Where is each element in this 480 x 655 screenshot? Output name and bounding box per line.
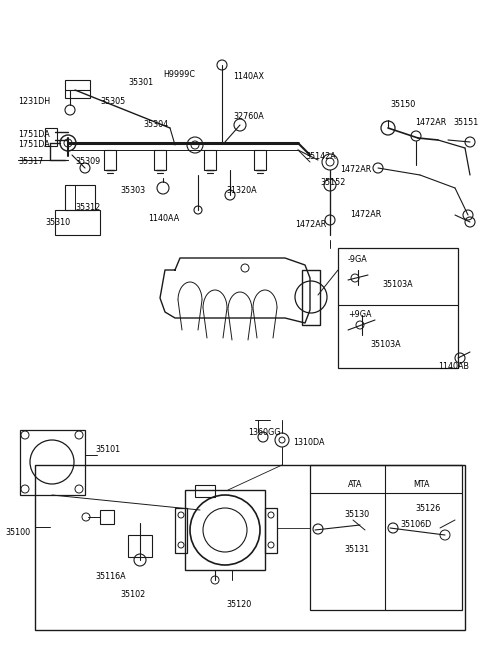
Text: 1472AR: 1472AR	[295, 220, 326, 229]
Text: 35100: 35100	[5, 528, 30, 537]
Text: 35103A: 35103A	[370, 340, 401, 349]
Bar	[338, 248, 458, 368]
Text: 1231DH: 1231DH	[18, 97, 50, 106]
Text: 1140AX: 1140AX	[233, 72, 264, 81]
Text: ATA: ATA	[348, 480, 362, 489]
Polygon shape	[160, 258, 310, 323]
Text: 35120: 35120	[226, 600, 251, 609]
Bar	[45, 128, 57, 146]
Bar	[65, 185, 95, 210]
Text: 35106D: 35106D	[400, 520, 431, 529]
Bar	[310, 465, 462, 610]
Text: 1140AA: 1140AA	[148, 214, 179, 223]
Text: 35101: 35101	[95, 445, 120, 454]
Bar	[154, 150, 166, 170]
Text: 1472AR: 1472AR	[350, 210, 381, 219]
Text: 1751DA: 1751DA	[18, 130, 50, 139]
Text: 35310: 35310	[45, 218, 70, 227]
Text: MTA: MTA	[413, 480, 430, 489]
Bar	[254, 150, 266, 170]
Text: 35304: 35304	[143, 120, 168, 129]
Text: H9999C: H9999C	[163, 70, 195, 79]
Text: -9GA: -9GA	[348, 255, 368, 264]
Bar	[20, 430, 85, 495]
Bar	[195, 485, 215, 497]
Bar	[185, 490, 265, 570]
Bar	[100, 510, 114, 524]
Bar	[55, 210, 100, 235]
Text: 1751DA: 1751DA	[18, 140, 50, 149]
Text: 35126: 35126	[415, 504, 440, 513]
Text: 35103A: 35103A	[382, 280, 413, 289]
Bar	[302, 270, 320, 325]
Text: +9GA: +9GA	[348, 310, 372, 319]
Text: 35305: 35305	[100, 97, 125, 106]
Text: 1360GG: 1360GG	[248, 428, 280, 437]
Text: 35152: 35152	[320, 178, 346, 187]
Text: 35150: 35150	[390, 100, 415, 109]
Text: 1472AR: 1472AR	[340, 165, 371, 174]
Text: 35312: 35312	[75, 203, 100, 212]
Text: 35142A: 35142A	[305, 152, 336, 161]
Bar	[128, 535, 152, 557]
Text: 35102: 35102	[120, 590, 145, 599]
Text: 1472AR: 1472AR	[415, 118, 446, 127]
Text: 35130: 35130	[344, 510, 369, 519]
Bar	[104, 150, 116, 170]
Text: 35131: 35131	[344, 545, 369, 554]
Bar	[65, 80, 90, 98]
Text: 35301: 35301	[128, 78, 153, 87]
Text: 35317: 35317	[18, 157, 43, 166]
Text: 1140AB: 1140AB	[438, 362, 469, 371]
Bar	[265, 508, 277, 553]
Bar	[204, 150, 216, 170]
Text: 35116A: 35116A	[95, 572, 126, 581]
Text: 32760A: 32760A	[233, 112, 264, 121]
Text: 35303: 35303	[120, 186, 145, 195]
Text: 35151: 35151	[453, 118, 478, 127]
Text: 31320A: 31320A	[226, 186, 257, 195]
Bar	[35, 465, 465, 630]
Text: 35309: 35309	[75, 157, 100, 166]
Text: 1310DA: 1310DA	[293, 438, 324, 447]
Bar	[175, 508, 187, 553]
